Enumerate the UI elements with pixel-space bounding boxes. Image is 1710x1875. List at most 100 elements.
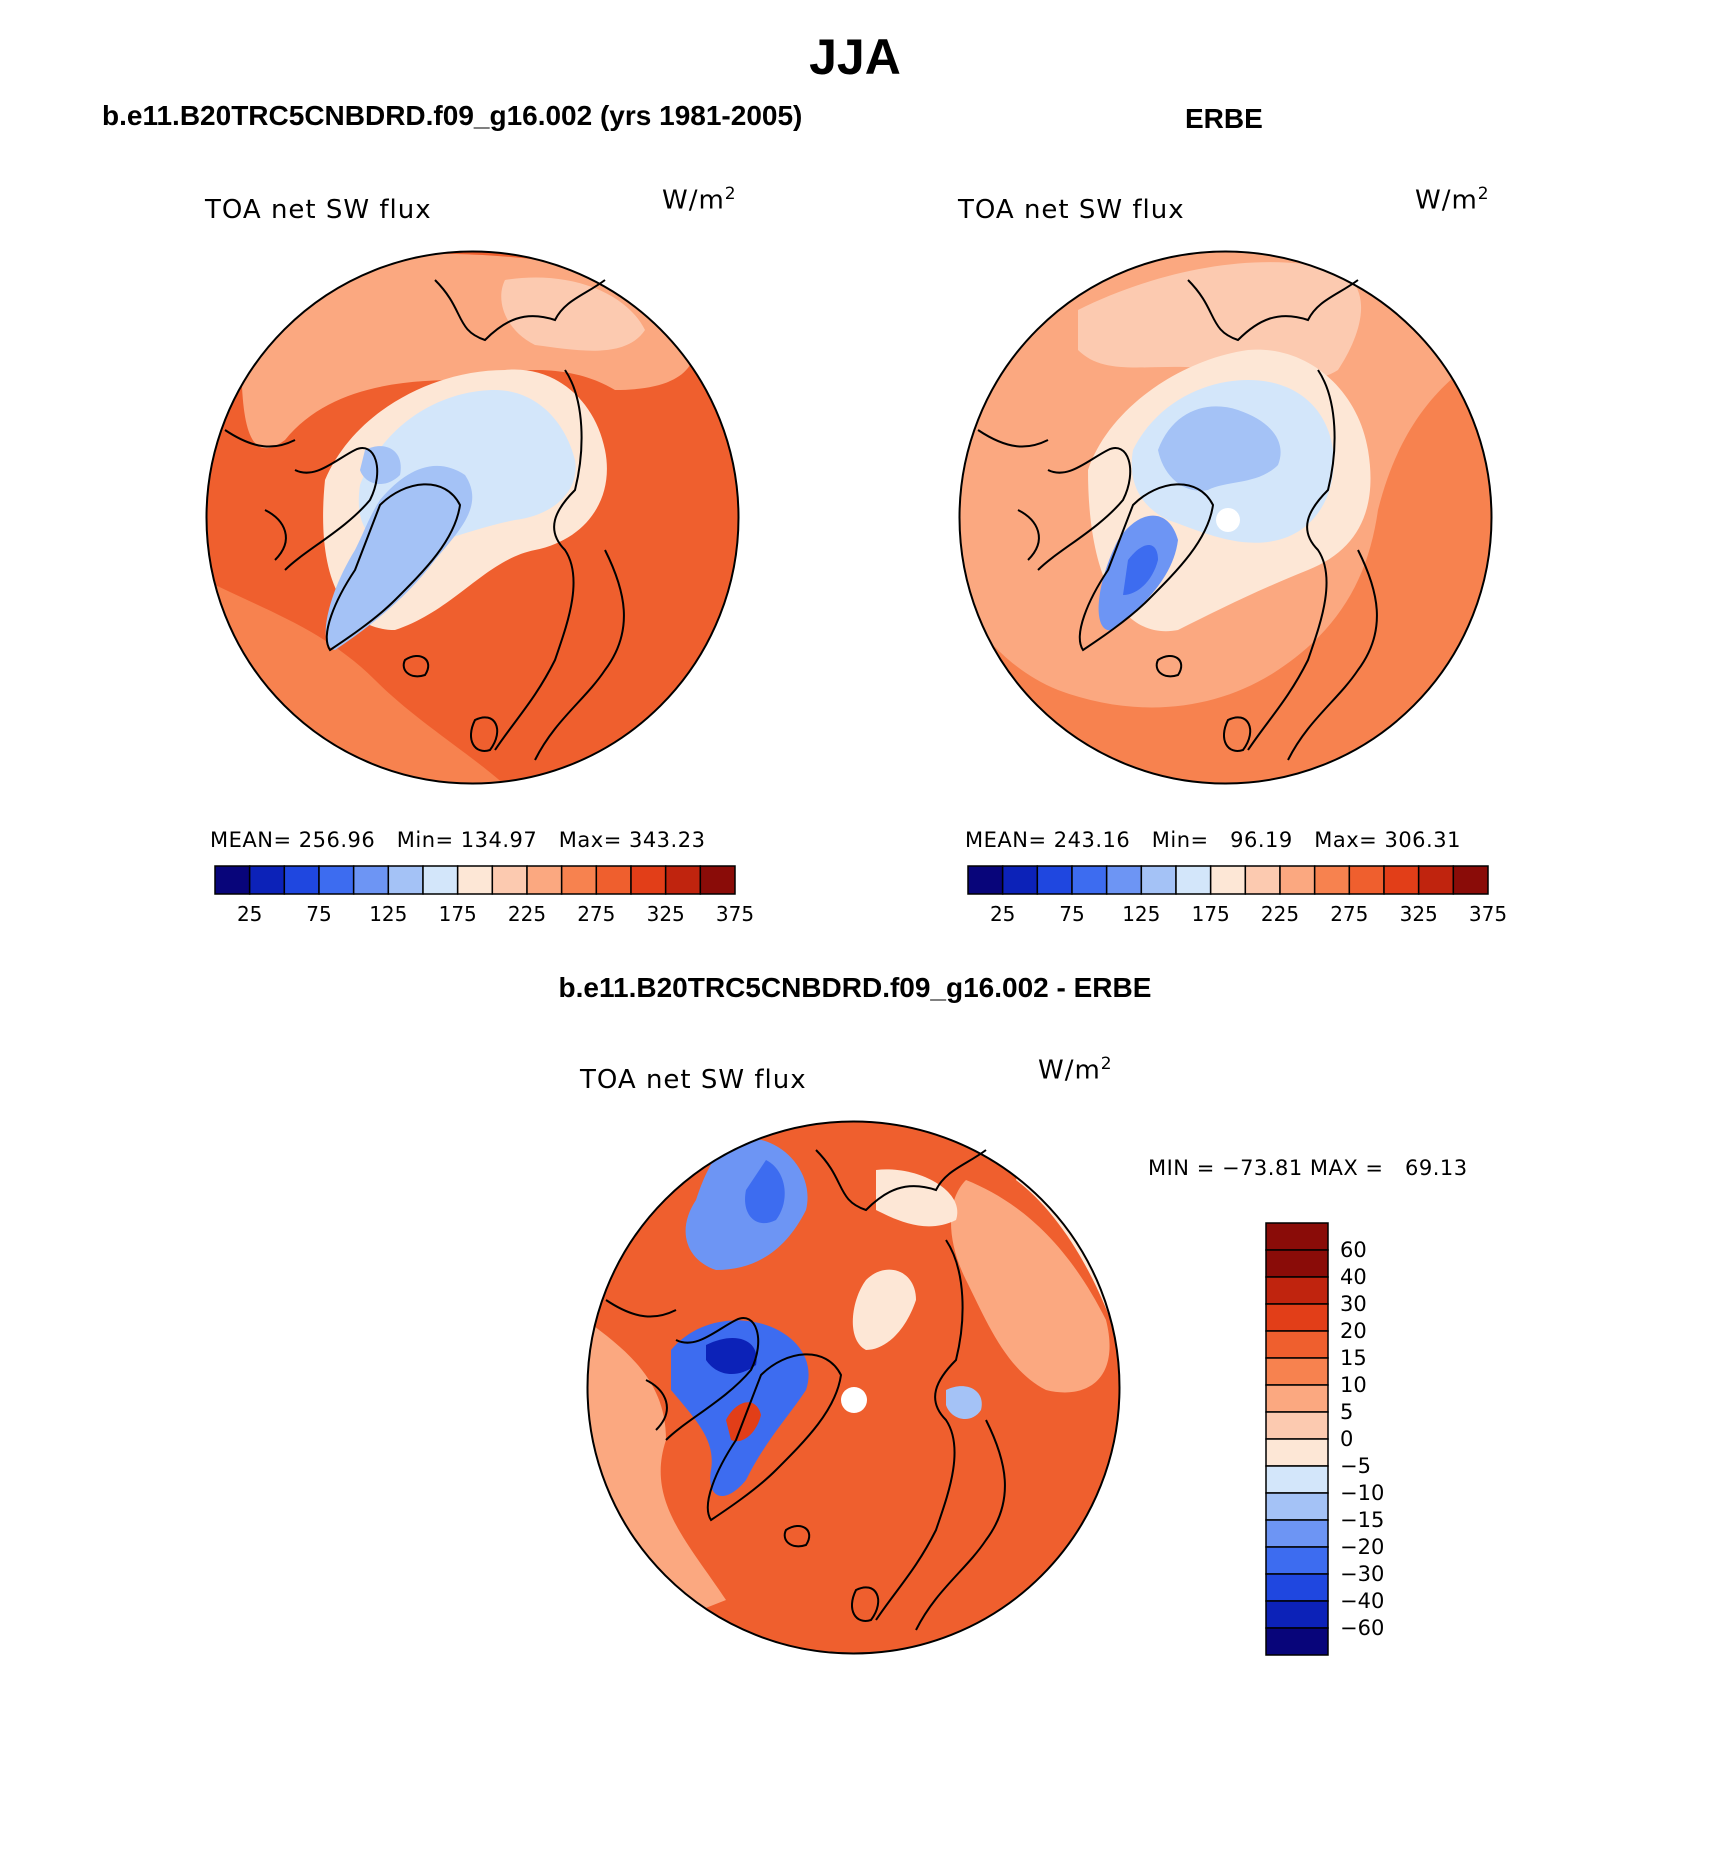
colorbar-tick-label: 40 <box>1340 1265 1367 1289</box>
colorbar-swatch <box>1265 1627 1329 1656</box>
colorbar-swatch <box>1265 1438 1329 1467</box>
obs-field-label: TOA net SW flux <box>958 195 1185 225</box>
map-field-band <box>1123 545 1158 595</box>
map-field-band <box>745 1160 785 1224</box>
obs-panel-header: ERBE <box>1185 103 1263 134</box>
colorbar-tick-label: 25 <box>989 902 1016 926</box>
colorbar-swatch <box>664 865 702 895</box>
diff-polar-map <box>586 1120 1121 1655</box>
map-field-band <box>1078 262 1362 379</box>
diff-field-label: TOA net SW flux <box>580 1065 807 1095</box>
colorbar-tick-label: 225 <box>507 902 547 926</box>
colorbar-tick-label: −20 <box>1340 1535 1385 1559</box>
colorbar-swatch <box>214 865 251 895</box>
colorbar-swatch <box>630 865 667 895</box>
coastlines <box>224 279 625 761</box>
colorbar-tick-label: 225 <box>1260 902 1300 926</box>
colorbar-swatch <box>1417 865 1455 895</box>
colorbar-tick-label: 30 <box>1340 1292 1367 1316</box>
colorbar-swatch <box>1265 1222 1329 1251</box>
colorbar-tick-label: 175 <box>438 902 477 926</box>
colorbar-swatch <box>1265 1330 1329 1359</box>
colorbar-tick-label: 20 <box>1340 1319 1367 1343</box>
colorbar-swatch <box>1209 865 1247 895</box>
pole-hole <box>1216 508 1240 532</box>
colorbar-swatch <box>387 865 424 895</box>
diff-colorbar-ticks: 60 40 30 20 15 10 5 0 −5 −10 −15 −20 −30… <box>1340 1223 1440 1655</box>
model-polar-map <box>205 250 740 785</box>
model-colorbar <box>214 865 736 895</box>
colorbar-swatch <box>1244 865 1281 895</box>
colorbar-swatch <box>1265 1357 1329 1386</box>
colorbar-swatch <box>1265 1519 1329 1548</box>
colorbar-swatch <box>1001 865 1039 895</box>
diff-units-label: W/m2 <box>1038 1054 1113 1086</box>
colorbar-swatch <box>1265 1411 1329 1440</box>
colorbar-swatch <box>1313 865 1351 895</box>
colorbar-swatch <box>1175 865 1212 895</box>
colorbar-tick-label: 75 <box>306 902 332 926</box>
colorbar-swatch <box>1140 865 1177 895</box>
colorbar-swatch <box>1036 865 1073 895</box>
colorbar-swatch <box>1265 1465 1329 1494</box>
obs-stats: MEAN= 243.16 Min= 96.19 Max= 306.31 <box>965 828 1461 852</box>
colorbar-swatch <box>1265 1384 1329 1413</box>
colorbar-swatch <box>967 865 1004 895</box>
colorbar-swatch <box>1071 865 1108 895</box>
colorbar-swatch <box>1383 865 1420 895</box>
map-field-band <box>951 1180 1110 1393</box>
colorbar-tick-label: 125 <box>369 902 408 926</box>
colorbar-tick-label: 60 <box>1340 1238 1367 1262</box>
model-colorbar-ticks: 25 75 125 175 225 275 325 375 <box>215 902 754 930</box>
colorbar-tick-label: −5 <box>1340 1454 1371 1478</box>
model-stats: MEAN= 256.96 Min= 134.97 Max= 343.23 <box>210 828 706 852</box>
colorbar-swatch <box>1265 1303 1329 1332</box>
colorbar-swatch <box>456 865 494 895</box>
figure-title: JJA <box>809 29 901 85</box>
colorbar-tick-label: −30 <box>1340 1562 1385 1586</box>
model-field-label: TOA net SW flux <box>205 195 432 225</box>
obs-colorbar-ticks: 25 75 125 175 225 275 325 375 <box>968 902 1507 930</box>
colorbar-tick-label: −40 <box>1340 1589 1385 1613</box>
colorbar-tick-label: 325 <box>1399 902 1438 926</box>
diff-panel-header: b.e11.B20TRC5CNBDRD.f09_g16.002 - ERBE <box>558 972 1152 1003</box>
map-field-band <box>1158 406 1281 491</box>
colorbar-tick-label: 75 <box>1059 902 1085 926</box>
map-field-band <box>852 1269 916 1350</box>
map-field-band <box>946 1386 982 1420</box>
coastlines <box>977 279 1378 761</box>
diff-stats: MIN = −73.81 MAX = 69.13 <box>1148 1156 1468 1180</box>
colorbar-swatch <box>491 865 528 895</box>
colorbar-swatch <box>1265 1492 1329 1521</box>
coastlines <box>605 1149 1006 1631</box>
colorbar-swatch <box>526 865 563 895</box>
colorbar-swatch <box>1265 1546 1329 1575</box>
obs-units-label: W/m2 <box>1415 184 1490 216</box>
colorbar-tick-label: 375 <box>1468 902 1508 926</box>
colorbar-swatch <box>283 865 320 895</box>
colorbar-swatch <box>1348 865 1385 895</box>
map-field-band <box>706 1337 757 1375</box>
colorbar-swatch <box>595 865 632 895</box>
colorbar-tick-label: 25 <box>236 902 263 926</box>
colorbar-swatch <box>1452 865 1489 895</box>
colorbar-tick-label: −60 <box>1340 1616 1385 1640</box>
colorbar-swatch <box>248 865 286 895</box>
colorbar-swatch <box>1105 865 1143 895</box>
colorbar-swatch <box>1265 1600 1329 1629</box>
colorbar-tick-label: −10 <box>1340 1481 1385 1505</box>
colorbar-tick-label: 125 <box>1122 902 1161 926</box>
colorbar-tick-label: 175 <box>1191 902 1230 926</box>
colorbar-tick-label: 15 <box>1340 1346 1367 1370</box>
obs-polar-map <box>958 250 1493 785</box>
colorbar-swatch <box>1265 1276 1329 1305</box>
colorbar-swatch <box>699 865 736 895</box>
colorbar-tick-label: 325 <box>646 902 685 926</box>
colorbar-swatch <box>1265 1573 1329 1602</box>
obs-colorbar <box>967 865 1489 895</box>
colorbar-tick-label: 275 <box>1330 902 1369 926</box>
colorbar-swatch <box>560 865 598 895</box>
colorbar-tick-label: −15 <box>1340 1508 1385 1532</box>
map-field-band <box>501 277 645 351</box>
diff-colorbar <box>1265 1222 1329 1656</box>
